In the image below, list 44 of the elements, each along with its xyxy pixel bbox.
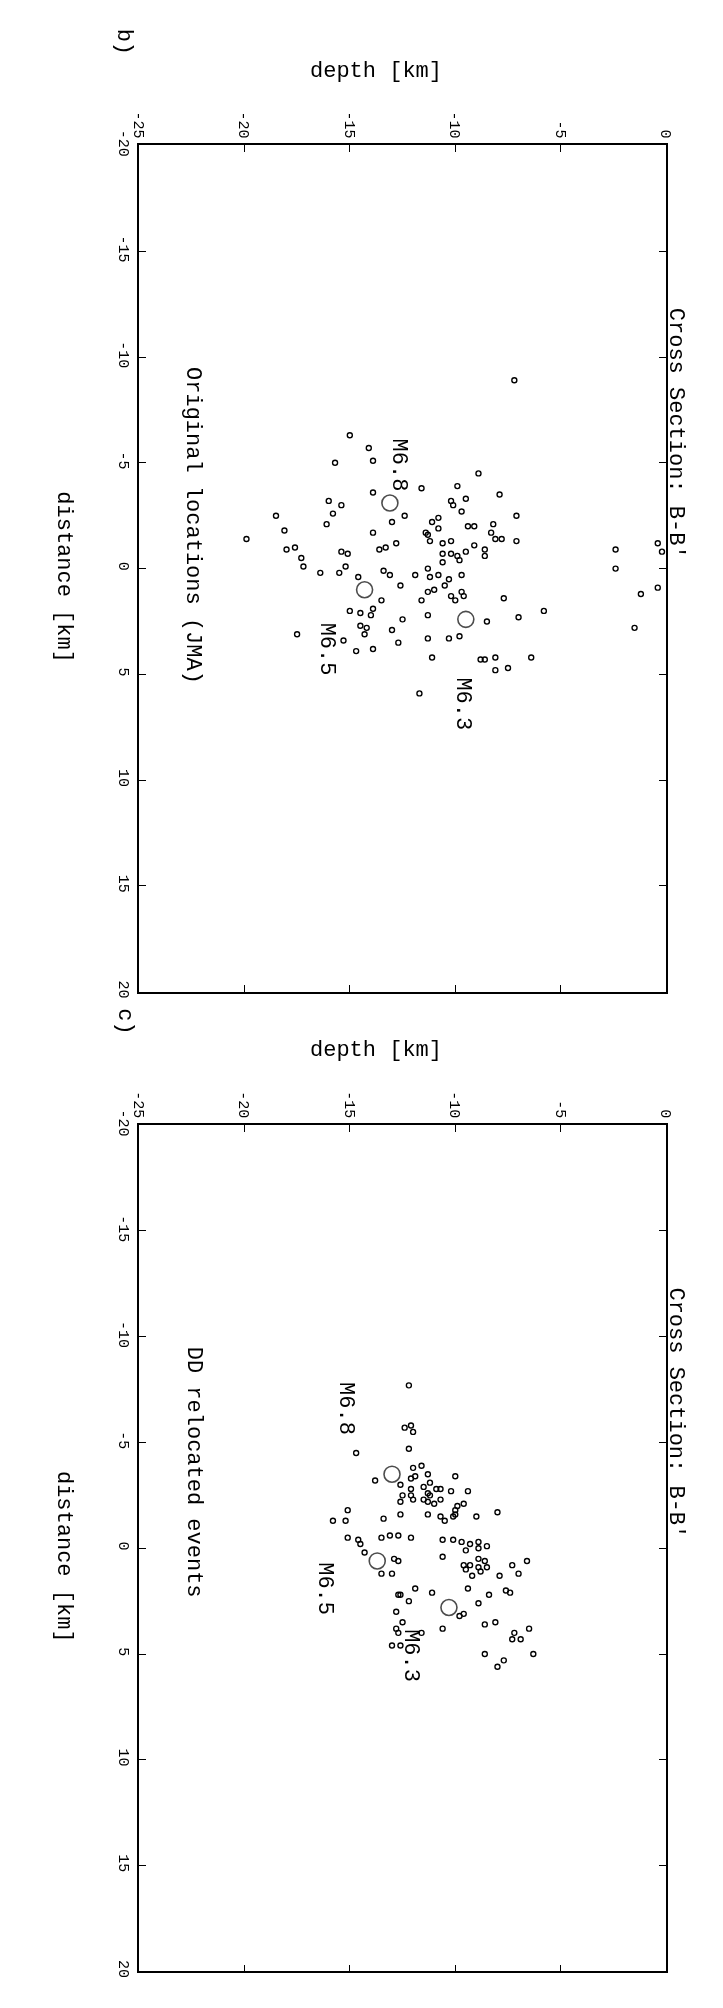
- x-tick-label: 0: [656, 1109, 674, 1119]
- y-tick-label: -5: [114, 451, 132, 470]
- x-tick-label: -15: [339, 1091, 357, 1119]
- x-tick-label: -10: [445, 1091, 463, 1119]
- y-tick-label: 0: [114, 561, 132, 571]
- text: Cross Section: B-B': [663, 1287, 689, 1539]
- annotation: M6.5: [314, 622, 340, 676]
- y-tick-label: 15: [114, 874, 132, 893]
- x-axis-title: depth [km]: [310, 1038, 443, 1063]
- text: b): [111, 28, 137, 56]
- x-tick-label: -15: [339, 111, 357, 139]
- y-tick-label: -10: [114, 341, 132, 369]
- x-tick-label: -20: [234, 111, 252, 139]
- x-tick-label: 0: [656, 129, 674, 139]
- x-tick-label: -5: [550, 1100, 568, 1119]
- y-tick-label: -15: [114, 235, 132, 263]
- y-tick-label: -5: [114, 1431, 132, 1450]
- y-axis-title: distance [km]: [50, 491, 76, 663]
- x-tick-label: -10: [445, 111, 463, 139]
- y-tick-label: 10: [114, 1748, 132, 1767]
- y-tick-label: -15: [114, 1215, 132, 1243]
- x-tick-label: -25: [129, 1091, 147, 1119]
- y-tick-label: -10: [114, 1320, 132, 1348]
- x-tick-label: -5: [550, 120, 568, 139]
- y-tick-label: 5: [114, 667, 132, 677]
- y-tick-label: 5: [114, 1647, 132, 1657]
- annotation: Original locations (JMA): [179, 367, 205, 684]
- y-tick-label: 20: [114, 980, 132, 999]
- text: Cross Section: B-B': [662, 307, 688, 559]
- x-tick-label: -25: [129, 111, 147, 139]
- y-tick-label: 15: [114, 1854, 132, 1873]
- y-tick-label: 10: [114, 768, 132, 787]
- x-axis-title: depth [km]: [310, 59, 443, 84]
- annotation: M6.8: [333, 1382, 359, 1435]
- y-tick-label: 20: [114, 1960, 132, 1979]
- y-tick-label: 0: [114, 1541, 132, 1551]
- annotation: M6.3: [398, 1629, 424, 1682]
- annotation: M6.5: [311, 1562, 337, 1616]
- text: c): [112, 1008, 138, 1035]
- annotation: M6.3: [449, 677, 475, 731]
- x-tick-label: -20: [234, 1091, 252, 1119]
- y-axis-title: distance [km]: [51, 1470, 77, 1643]
- annotation: M6.8: [386, 438, 412, 492]
- annotation: DD relocated events: [180, 1346, 206, 1598]
